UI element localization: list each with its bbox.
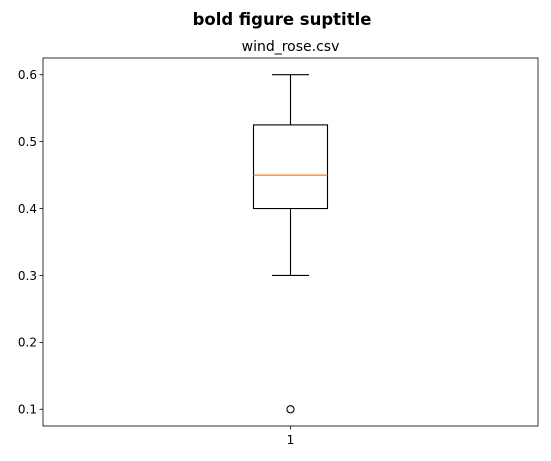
box-iqr [252,124,329,210]
x-tick-label: 1 [287,433,295,447]
y-tick-label: 0.4 [18,202,37,216]
y-tick-label: 0.5 [18,135,37,149]
figure-suptitle: bold figure suptitle [193,10,372,29]
boxes-group [252,74,329,414]
outlier-point [286,405,295,414]
axes-title: wind_rose.csv [242,39,340,55]
y-tick-label: 0.3 [18,269,37,283]
y-axis-ticks: 0.1 0.2 0.3 0.4 0.5 0.6 [18,68,43,417]
y-tick-label: 0.6 [18,68,37,82]
y-tick-label: 0.1 [18,403,37,417]
plot-area-frame [42,57,539,427]
y-tick-label: 0.2 [18,336,37,350]
x-axis-ticks: 1 [287,426,295,447]
